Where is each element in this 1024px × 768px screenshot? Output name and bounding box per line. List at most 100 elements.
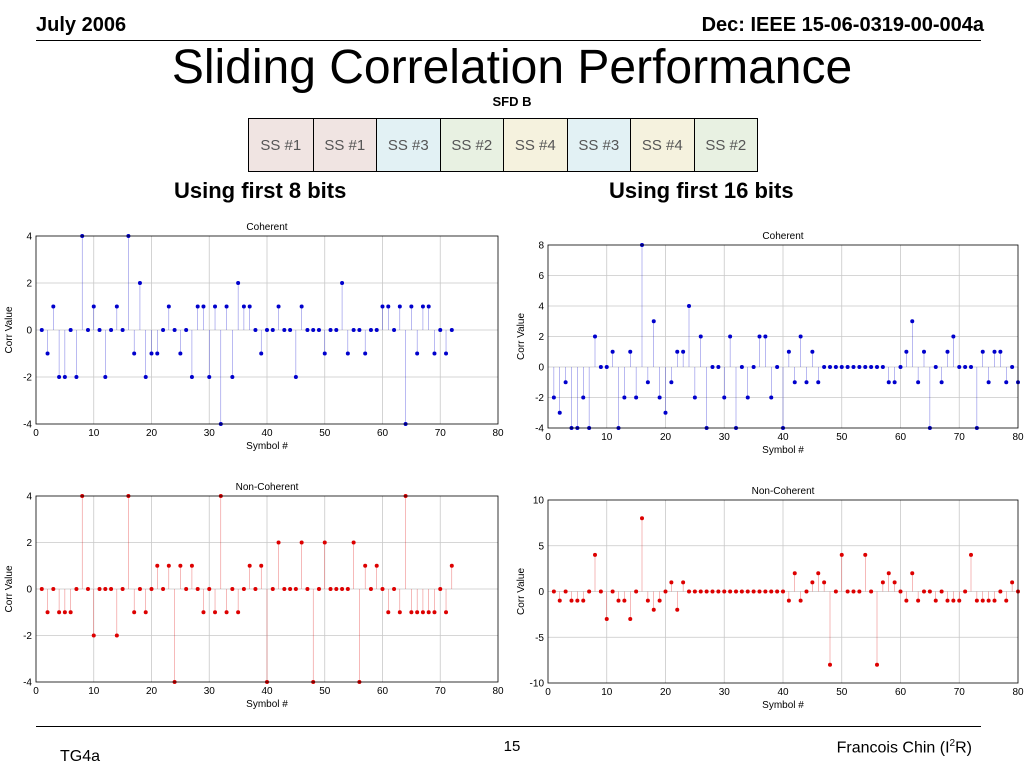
- data-point: [616, 598, 621, 603]
- chart-title: Coherent: [762, 231, 803, 242]
- data-point: [51, 304, 56, 309]
- data-point: [939, 589, 944, 594]
- data-point: [161, 587, 166, 591]
- author-name-end: R): [955, 739, 972, 757]
- data-point: [201, 610, 206, 615]
- y-tick-label: 2: [538, 332, 544, 343]
- data-point: [276, 304, 281, 309]
- data-point: [426, 610, 431, 615]
- data-point: [716, 589, 721, 594]
- y-tick-label: 4: [26, 232, 32, 243]
- data-point: [45, 610, 50, 615]
- data-point: [149, 587, 154, 591]
- data-point: [322, 351, 327, 356]
- data-point: [722, 395, 727, 400]
- data-point: [51, 587, 56, 591]
- data-point: [178, 563, 183, 568]
- data-point: [880, 365, 885, 369]
- data-point: [351, 540, 356, 545]
- data-point: [557, 598, 562, 603]
- data-point: [734, 589, 738, 594]
- y-axis-label: Corr Value: [4, 565, 15, 612]
- y-axis-label: Corr Value: [4, 306, 15, 353]
- x-tick-label: 30: [204, 428, 216, 439]
- page-number: 15: [503, 738, 521, 755]
- data-point: [155, 351, 160, 356]
- data-point: [951, 334, 956, 339]
- x-tick-label: 40: [261, 428, 273, 439]
- y-tick-label: -5: [535, 633, 544, 644]
- data-point: [863, 552, 868, 557]
- x-tick-label: 80: [492, 428, 504, 439]
- data-point: [916, 380, 921, 385]
- data-point: [769, 589, 774, 594]
- data-point: [998, 589, 1003, 594]
- sfd-cell: SS #4: [503, 119, 567, 171]
- data-point: [137, 281, 142, 285]
- data-point: [39, 587, 44, 591]
- data-point: [945, 598, 950, 603]
- x-tick-label: 60: [377, 686, 389, 697]
- data-point: [675, 349, 680, 354]
- x-tick-label: 10: [601, 432, 613, 443]
- data-point: [939, 380, 944, 385]
- data-point: [161, 328, 166, 332]
- data-point: [687, 589, 691, 594]
- y-tick-label: 8: [538, 241, 544, 252]
- data-point: [604, 365, 609, 369]
- data-point: [557, 410, 562, 415]
- y-tick-label: -10: [530, 679, 545, 690]
- sfd-cell: SS #3: [376, 119, 440, 171]
- data-point: [922, 349, 926, 354]
- x-tick-label: 50: [319, 686, 331, 697]
- data-point: [45, 351, 50, 356]
- chart-title: Non-Coherent: [752, 486, 815, 497]
- data-point: [810, 349, 815, 354]
- x-tick-label: 40: [777, 687, 789, 698]
- data-point: [236, 610, 241, 615]
- data-point: [910, 571, 915, 576]
- data-point: [963, 365, 968, 369]
- data-point: [857, 589, 862, 594]
- data-point: [334, 328, 339, 332]
- data-point: [74, 587, 79, 591]
- data-point: [728, 334, 733, 339]
- plot-area-frame: [547, 244, 1019, 429]
- x-axis-label: Symbol #: [762, 700, 804, 711]
- data-point: [974, 598, 979, 603]
- data-point: [62, 375, 67, 379]
- data-point: [259, 351, 264, 356]
- data-point: [739, 365, 744, 369]
- data-point: [822, 365, 827, 369]
- data-point: [828, 662, 832, 667]
- chart-noncoherent-16-bits: 0 10 20 30 40 50 60 70 80 -10 -5 0 5 10 Non-Coherent Sy…: [516, 486, 1024, 711]
- data-point: [265, 328, 269, 332]
- data-point: [143, 375, 148, 379]
- data-point: [189, 563, 194, 568]
- x-tick-label: 30: [204, 686, 216, 697]
- data-point: [276, 540, 281, 545]
- data-point: [916, 598, 921, 603]
- data-point: [68, 328, 73, 332]
- sfd-cell: SS #2: [693, 119, 757, 171]
- data-point: [980, 349, 985, 354]
- data-point: [857, 365, 862, 369]
- data-point: [710, 589, 715, 594]
- data-point: [651, 319, 656, 324]
- data-point: [710, 365, 715, 369]
- x-tick-label: 30: [719, 687, 731, 698]
- data-point: [328, 328, 333, 332]
- x-axis-label: Symbol #: [762, 445, 804, 456]
- data-point: [945, 349, 950, 354]
- data-point: [634, 395, 639, 400]
- data-point: [663, 589, 668, 594]
- data-point: [380, 587, 385, 591]
- data-point: [438, 328, 443, 332]
- y-tick-label: 0: [538, 587, 544, 598]
- chart-coherent-8-bits: 0 10 20 30 40 50 60 70 80 -4 -2 0 2 4 Coherent Symbol #…: [4, 222, 504, 452]
- data-point: [786, 598, 791, 603]
- data-point: [316, 587, 321, 591]
- x-tick-label: 80: [1012, 687, 1024, 698]
- data-point: [963, 589, 968, 594]
- data-point: [368, 328, 373, 332]
